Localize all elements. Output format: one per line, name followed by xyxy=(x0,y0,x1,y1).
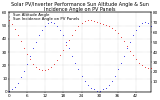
Point xyxy=(59,54,62,56)
Point xyxy=(128,41,131,42)
Point xyxy=(110,28,113,29)
Point xyxy=(62,49,65,51)
Point xyxy=(26,53,29,55)
Point xyxy=(89,20,92,21)
Point xyxy=(56,59,59,61)
Point xyxy=(119,36,122,38)
Point xyxy=(20,40,23,42)
Point xyxy=(128,50,131,52)
Point xyxy=(77,68,80,70)
Point xyxy=(38,34,41,36)
Title: Solar PV/Inverter Performance Sun Altitude Angle & Sun Incidence Angle on PV Pan: Solar PV/Inverter Performance Sun Altitu… xyxy=(11,2,149,12)
Point xyxy=(68,47,71,49)
Point xyxy=(80,75,83,77)
Point xyxy=(140,22,143,24)
Point xyxy=(74,62,77,64)
Point xyxy=(77,26,80,27)
Point xyxy=(14,28,17,30)
Point xyxy=(149,67,152,69)
Point xyxy=(44,25,47,26)
Point xyxy=(8,20,11,21)
Point xyxy=(68,39,71,41)
Point xyxy=(65,41,68,42)
Point xyxy=(47,22,50,24)
Point xyxy=(113,75,116,77)
Point xyxy=(92,21,95,22)
Point xyxy=(125,45,128,47)
Point xyxy=(116,68,119,70)
Point xyxy=(29,55,32,57)
Point xyxy=(140,64,143,66)
Point xyxy=(95,90,98,91)
Point xyxy=(29,58,32,60)
Point xyxy=(83,80,86,82)
Point xyxy=(110,80,113,82)
Point xyxy=(35,41,38,42)
Point xyxy=(146,22,149,24)
Point xyxy=(134,58,137,60)
Point xyxy=(47,68,50,70)
Point xyxy=(92,88,95,90)
Point xyxy=(86,84,89,86)
Point xyxy=(116,32,119,34)
Point xyxy=(89,87,92,89)
Point xyxy=(41,69,44,71)
Point xyxy=(59,29,62,30)
Point xyxy=(35,66,38,68)
Point xyxy=(80,23,83,24)
Point xyxy=(146,67,149,69)
Point xyxy=(23,70,26,72)
Point xyxy=(98,23,101,24)
Point xyxy=(23,47,26,49)
Point xyxy=(113,30,116,31)
Point xyxy=(95,22,98,23)
Legend: Sun Altitude Angle, Sun Incidence Angle on PV Panels: Sun Altitude Angle, Sun Incidence Angle … xyxy=(10,13,80,22)
Point xyxy=(50,21,53,22)
Point xyxy=(98,90,101,91)
Point xyxy=(32,47,35,49)
Point xyxy=(107,84,110,86)
Point xyxy=(107,26,110,27)
Point xyxy=(74,30,77,31)
Point xyxy=(53,63,56,65)
Point xyxy=(8,90,11,91)
Point xyxy=(56,25,59,26)
Point xyxy=(14,86,17,87)
Point xyxy=(101,88,104,90)
Point xyxy=(119,62,122,64)
Point xyxy=(125,47,128,49)
Point xyxy=(143,21,146,22)
Point xyxy=(149,25,152,26)
Point xyxy=(71,34,74,36)
Point xyxy=(11,88,14,90)
Point xyxy=(65,44,68,46)
Point xyxy=(104,25,107,26)
Point xyxy=(32,63,35,65)
Point xyxy=(104,87,107,89)
Point xyxy=(131,34,134,36)
Point xyxy=(83,21,86,22)
Point xyxy=(44,69,47,71)
Point xyxy=(17,34,20,36)
Point xyxy=(101,24,104,25)
Point xyxy=(17,82,20,83)
Point xyxy=(122,55,125,57)
Point xyxy=(38,68,41,70)
Point xyxy=(53,22,56,24)
Point xyxy=(20,76,23,78)
Point xyxy=(122,40,125,42)
Point xyxy=(71,55,74,57)
Point xyxy=(134,29,137,30)
Point xyxy=(41,29,44,30)
Point xyxy=(26,63,29,65)
Point xyxy=(137,25,140,26)
Point xyxy=(11,24,14,25)
Point xyxy=(50,66,53,68)
Point xyxy=(86,20,89,21)
Point xyxy=(131,54,134,56)
Point xyxy=(137,62,140,64)
Point xyxy=(62,34,65,36)
Point xyxy=(143,66,146,68)
